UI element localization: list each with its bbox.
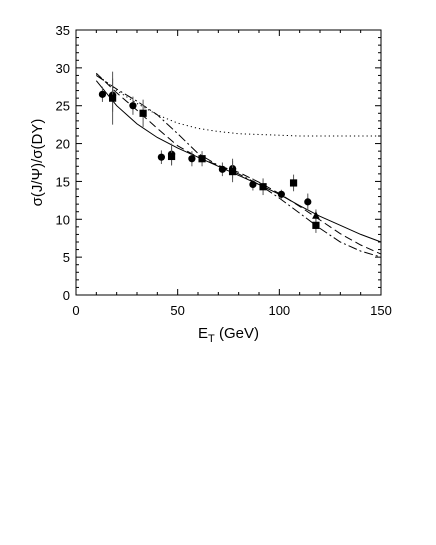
point-circle (218, 165, 226, 173)
y-tick-label: 30 (56, 61, 70, 76)
curve-dashed (95, 72, 382, 255)
y-tick-label: 35 (56, 23, 70, 38)
point-circle (249, 180, 257, 189)
y-axis-title: σ(J/Ψ)/σ(DY) (29, 119, 46, 207)
x-tick-label: 0 (72, 303, 79, 318)
point-circle (98, 90, 107, 98)
point-circle (129, 102, 137, 110)
point-square (167, 152, 176, 161)
y-tick-label: 20 (56, 137, 70, 152)
data-points (98, 71, 320, 233)
point-triangle (312, 211, 320, 219)
curve-dashdot (96, 74, 382, 258)
y-tick-label: 5 (63, 250, 70, 265)
x-axis-title-subscript: T (208, 333, 215, 345)
x-tick-label: 50 (170, 303, 184, 318)
curve-solid (95, 80, 382, 243)
point-circle (157, 153, 165, 161)
x-tick-label: 100 (268, 303, 290, 318)
point-circle (304, 198, 312, 206)
x-axis-title: ET (GeV) (198, 325, 259, 345)
point-circle (188, 155, 196, 163)
x-axis-title-main: E (198, 325, 208, 342)
plot-frame (75, 29, 382, 296)
point-square (139, 109, 147, 117)
point-square (198, 155, 206, 163)
point-square (259, 183, 267, 191)
point-square (312, 221, 320, 229)
curve-dotted (95, 73, 381, 137)
point-square (109, 94, 117, 102)
x-axis-title-rest: (GeV) (215, 325, 259, 342)
point-square (289, 179, 298, 187)
axes: 0 5 10 15 20 25 30 35 0 50 100 150 (56, 23, 392, 318)
point-circle (277, 190, 285, 198)
point-square (228, 167, 237, 176)
x-tick-label: 150 (370, 303, 392, 318)
y-tick-label: 15 (56, 174, 70, 189)
y-tick-label: 0 (63, 288, 70, 303)
model-curves (95, 72, 382, 258)
y-tick-label: 10 (56, 212, 70, 227)
y-tick-label: 25 (56, 99, 70, 114)
